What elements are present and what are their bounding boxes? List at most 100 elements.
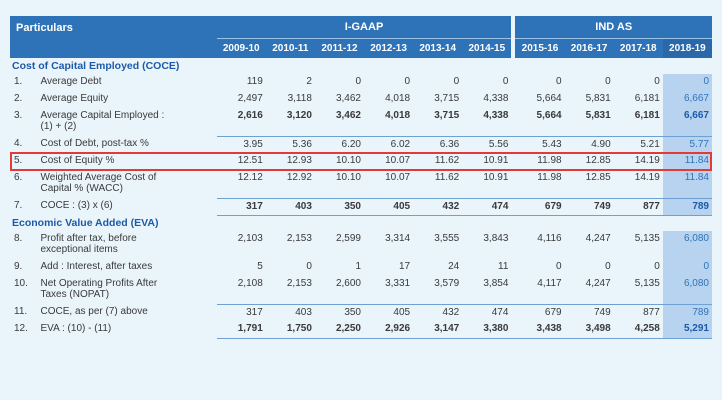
indas-value: 0 bbox=[654, 261, 660, 272]
indas-value: 12.85 bbox=[564, 170, 614, 199]
igaap-value: 3,120 bbox=[265, 108, 315, 137]
row-label-line1: Average Equity bbox=[40, 93, 109, 104]
indas-value: 12.85 bbox=[585, 155, 611, 166]
row-number: 9. bbox=[14, 261, 23, 272]
igaap-value: 24 bbox=[448, 261, 460, 272]
indas-value: 749 bbox=[594, 306, 611, 318]
indas-value-highlighted: 6,080 bbox=[662, 231, 712, 259]
igaap-value: 10.07 bbox=[385, 155, 411, 166]
indas-value: 0 bbox=[556, 76, 562, 87]
indas-value: 0 bbox=[654, 76, 660, 87]
igaap-value: 0 bbox=[306, 261, 312, 272]
indas-value: 4,247 bbox=[585, 233, 611, 244]
igaap-value: 10.10 bbox=[335, 155, 361, 166]
row-label: Average Debt bbox=[33, 74, 217, 91]
igaap-value: 2,600 bbox=[314, 276, 364, 305]
igaap-value: 3,555 bbox=[434, 233, 460, 244]
year-header: 2015-16 bbox=[515, 37, 565, 58]
indas-value: 5.43 bbox=[542, 138, 562, 150]
row-label-line1: Weighted Average Cost of bbox=[40, 172, 157, 183]
igaap-value: 350 bbox=[344, 306, 361, 318]
igaap-value: 3.95 bbox=[243, 138, 263, 150]
indas-value: 3,438 bbox=[515, 321, 565, 339]
year-header: 2014-15 bbox=[462, 37, 512, 58]
igaap-value: 474 bbox=[491, 306, 509, 318]
indas-value-highlighted: 789 bbox=[662, 304, 712, 321]
row-label: Average Equity bbox=[33, 91, 217, 108]
indas-value: 679 bbox=[515, 198, 565, 216]
header-gap bbox=[511, 16, 516, 58]
row-label-line2: Capital % (WACC) bbox=[40, 183, 123, 194]
indas-value: 6,181 bbox=[613, 108, 663, 137]
year-header: 2016-17 bbox=[564, 37, 614, 58]
indas-value-highlighted: 789 bbox=[662, 198, 712, 216]
gap-cell bbox=[511, 321, 516, 339]
indas-value-highlighted: 0 bbox=[662, 259, 712, 276]
row-number: 6. bbox=[14, 172, 23, 183]
gap-cell bbox=[511, 231, 516, 259]
table-row: 4. Cost of Debt, post-tax % 3.95 5.36 6.20 6.… bbox=[10, 136, 712, 153]
row-label-line1: Average Capital Employed : bbox=[40, 110, 165, 121]
indas-value: 3,498 bbox=[564, 321, 614, 339]
indas-value-highlighted: 11.84 bbox=[662, 153, 712, 170]
row-number: 7. bbox=[14, 200, 23, 211]
igaap-value: 0 bbox=[404, 76, 411, 87]
indas-value: 749 bbox=[564, 198, 614, 216]
table-row: 2. Average Equity 2,497 3,118 3,462 4,018 3,71… bbox=[10, 91, 712, 108]
row-label-line2: (1) + (2) bbox=[40, 121, 77, 132]
igaap-value: 1,750 bbox=[265, 321, 315, 339]
indas-value-highlighted: 6,667 bbox=[662, 108, 712, 137]
indas-value: 11.98 bbox=[515, 170, 565, 199]
igaap-value: 350 bbox=[314, 198, 364, 216]
igaap-value: 12.93 bbox=[286, 155, 312, 166]
indas-value-highlighted: 6,080 bbox=[662, 276, 712, 305]
row-label: Add : Interest, after taxes bbox=[33, 259, 217, 276]
indas-value: 5,831 bbox=[585, 93, 611, 104]
igaap-value: 11.62 bbox=[413, 170, 463, 199]
igaap-value: 2,497 bbox=[237, 93, 263, 104]
igaap-value: 403 bbox=[295, 306, 312, 318]
indas-value: 11.98 bbox=[537, 155, 562, 166]
igaap-value: 5.56 bbox=[488, 138, 509, 150]
row-label: Weighted Average Cost of Capital % (WACC) bbox=[33, 170, 217, 198]
indas-value: 5,135 bbox=[634, 233, 660, 244]
row-label-line1: Profit after tax, before bbox=[40, 233, 137, 244]
row-label: Cost of Debt, post-tax % bbox=[33, 136, 217, 153]
row-label-line1: Average Debt bbox=[40, 76, 102, 87]
indas-value: 5,664 bbox=[536, 93, 562, 104]
table-row: 1. Average Debt 119 2 0 0 0 0 0 0 0 0 bbox=[10, 74, 712, 91]
igaap-value: 317 bbox=[246, 306, 263, 318]
igaap-value: 0 bbox=[502, 76, 509, 87]
row-number: 12. bbox=[14, 323, 28, 334]
table-row: 5. Cost of Equity % 12.51 12.93 10.10 10.07 11… bbox=[10, 153, 712, 170]
indas-value: 4,117 bbox=[515, 276, 565, 305]
table-row: 3. Average Capital Employed : (1) + (2) 2,6… bbox=[10, 108, 712, 137]
indas-value: 4,116 bbox=[537, 233, 562, 244]
row-label-line1: Cost of Equity % bbox=[40, 155, 115, 166]
indas-value-highlighted: 11.84 bbox=[662, 170, 712, 199]
igaap-value: 2,153 bbox=[265, 276, 315, 305]
igaap-value: 3,314 bbox=[385, 233, 411, 244]
table-row: 7. COCE : (3) x (6) 317 403 350 405 432 474 679 7… bbox=[10, 198, 712, 216]
igaap-value: 11.62 bbox=[434, 155, 460, 166]
igaap-value: 10.91 bbox=[483, 155, 509, 166]
year-header: 2010-11 bbox=[265, 37, 315, 58]
row-number: 4. bbox=[14, 138, 23, 149]
indas-value: 4,247 bbox=[564, 276, 614, 305]
igaap-value: 3,715 bbox=[413, 108, 463, 137]
indas-value: 679 bbox=[544, 306, 562, 318]
igaap-value: 2,108 bbox=[216, 276, 266, 305]
row-label-line1: Add : Interest, after taxes bbox=[40, 261, 153, 272]
row-label: EVA : (10) - (11) bbox=[33, 321, 217, 338]
row-label: COCE : (3) x (6) bbox=[33, 198, 217, 215]
igaap-value: 3,579 bbox=[413, 276, 463, 305]
igaap-value: 432 bbox=[442, 306, 460, 318]
eva-table-panel: Particulars I-GAAP IND AS 2009-10 2010-1… bbox=[4, 4, 718, 396]
row-label-line1: EVA : (10) - (11) bbox=[40, 323, 112, 334]
igaap-value: 3,462 bbox=[335, 93, 361, 104]
igaap-value: 405 bbox=[393, 306, 411, 318]
indas-value: 877 bbox=[613, 198, 663, 216]
indas-value: 4.90 bbox=[591, 138, 611, 150]
igaap-value: 405 bbox=[364, 198, 414, 216]
indas-value-highlighted: 0 bbox=[662, 74, 712, 91]
